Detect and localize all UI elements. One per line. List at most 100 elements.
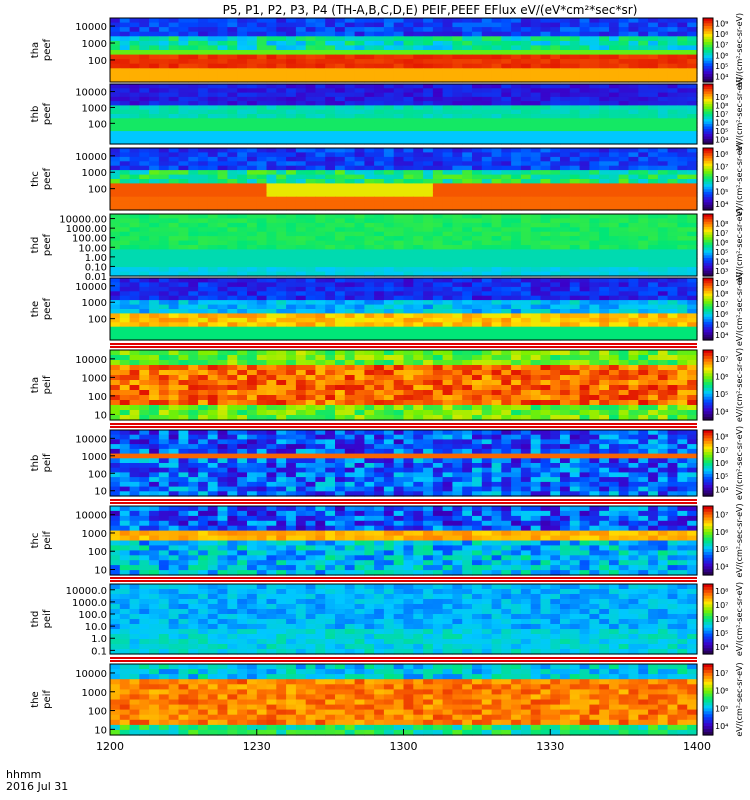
- heatmap-cell: [569, 22, 581, 28]
- heatmap-cell: [520, 27, 532, 33]
- heatmap-cell: [481, 309, 493, 314]
- heatmap-cell: [599, 122, 610, 128]
- heatmap-cell: [286, 236, 297, 242]
- heatmap-cell: [276, 68, 287, 74]
- heatmap-cell: [481, 31, 493, 37]
- heatmap-cell: [472, 286, 483, 292]
- heatmap-cell: [158, 105, 170, 111]
- heatmap-cell: [393, 170, 405, 176]
- heatmap-cell: [432, 156, 444, 162]
- heatmap-cell: [247, 105, 258, 111]
- heatmap-cell: [237, 375, 248, 381]
- heatmap-cell: [110, 282, 121, 288]
- heatmap-cell: [511, 326, 522, 332]
- heatmap-cell: [393, 22, 405, 28]
- heatmap-cell: [550, 118, 561, 124]
- heatmap-cell: [374, 183, 385, 189]
- heatmap-cell: [158, 156, 170, 162]
- heatmap-cell: [158, 370, 170, 376]
- heatmap-cell: [462, 286, 473, 292]
- heatmap-cell: [432, 135, 444, 141]
- heatmap-cell: [158, 22, 170, 28]
- heatmap-cell: [687, 205, 698, 211]
- heatmap-cell: [207, 385, 219, 391]
- heatmap-cell: [442, 205, 453, 211]
- heatmap-cell: [462, 101, 473, 106]
- heatmap-cell: [569, 317, 581, 323]
- heatmap-cell: [110, 249, 121, 255]
- heatmap-cell: [677, 375, 688, 381]
- heatmap-cell: [217, 126, 228, 132]
- heatmap-cell: [589, 96, 600, 102]
- heatmap-cell: [462, 231, 473, 237]
- heatmap-cell: [657, 227, 669, 233]
- heatmap-cell: [569, 174, 581, 180]
- heatmap-cell: [129, 170, 140, 176]
- heatmap-cell: [481, 385, 493, 391]
- heatmap-cell: [217, 179, 228, 184]
- heatmap-cell: [677, 92, 688, 98]
- heatmap-cell: [638, 335, 649, 341]
- heatmap-cell: [481, 322, 493, 328]
- heatmap-cell: [599, 156, 610, 162]
- heatmap-cell: [628, 118, 639, 124]
- heatmap-cell: [687, 131, 698, 136]
- heatmap-cell: [158, 68, 170, 74]
- heatmap-cell: [589, 45, 600, 51]
- heatmap-cell: [638, 170, 649, 176]
- heatmap-cell: [305, 331, 317, 337]
- heatmap-cell: [657, 267, 669, 273]
- heatmap-cell: [560, 249, 571, 255]
- heatmap-cell: [129, 59, 140, 65]
- heatmap-cell: [403, 231, 414, 237]
- heatmap-cell: [325, 40, 336, 47]
- heatmap-cell: [110, 360, 121, 366]
- heatmap-cell: [432, 218, 444, 224]
- heatmap-cell: [129, 291, 140, 297]
- heatmap-cell: [638, 205, 649, 211]
- heatmap-cell: [491, 214, 502, 219]
- colorbar-segment: [703, 44, 713, 48]
- heatmap-cell: [599, 370, 610, 376]
- heatmap-cell: [472, 118, 483, 124]
- heatmap-cell: [266, 240, 277, 246]
- heatmap-cell: [266, 205, 277, 211]
- heatmap-cell: [423, 309, 434, 314]
- heatmap-cell: [452, 101, 463, 106]
- heatmap-cell: [393, 313, 405, 319]
- heatmap-cell: [149, 282, 160, 288]
- heatmap-cell: [217, 118, 228, 124]
- heatmap-cell: [168, 68, 180, 74]
- heatmap-cell: [207, 227, 219, 233]
- heatmap-cell: [501, 370, 512, 376]
- colorbar-segment: [703, 155, 713, 159]
- heatmap-cell: [295, 201, 307, 207]
- heatmap-cell: [579, 174, 590, 180]
- heatmap-cell: [442, 109, 453, 115]
- heatmap-cell: [687, 304, 698, 310]
- heatmap-cell: [599, 161, 610, 167]
- heatmap-cell: [569, 375, 581, 381]
- heatmap-cell: [354, 36, 365, 42]
- heatmap-cell: [423, 101, 434, 106]
- heatmap-cell: [207, 282, 219, 288]
- heatmap-cell: [609, 161, 620, 167]
- heatmap-cell: [520, 101, 532, 106]
- heatmap-cell: [139, 179, 150, 184]
- heatmap-cell: [266, 282, 277, 288]
- heatmap-cell: [481, 183, 493, 189]
- heatmap-cell: [667, 72, 678, 79]
- heatmap-cell: [188, 114, 199, 119]
- heatmap-cell: [139, 370, 150, 376]
- colorbar-unit-label: eV/(cm²-sec-sr-eV): [735, 77, 744, 151]
- heatmap-cell: [452, 165, 463, 171]
- heatmap-cell: [198, 45, 209, 51]
- heatmap-cell: [295, 22, 307, 28]
- heatmap-cell: [472, 88, 483, 94]
- heatmap-cell: [315, 109, 326, 115]
- heatmap-cell: [129, 131, 140, 136]
- heatmap-cell: [687, 54, 698, 60]
- heatmap-cell: [413, 313, 424, 319]
- heatmap-cell: [589, 295, 600, 301]
- heatmap-cell: [452, 271, 463, 277]
